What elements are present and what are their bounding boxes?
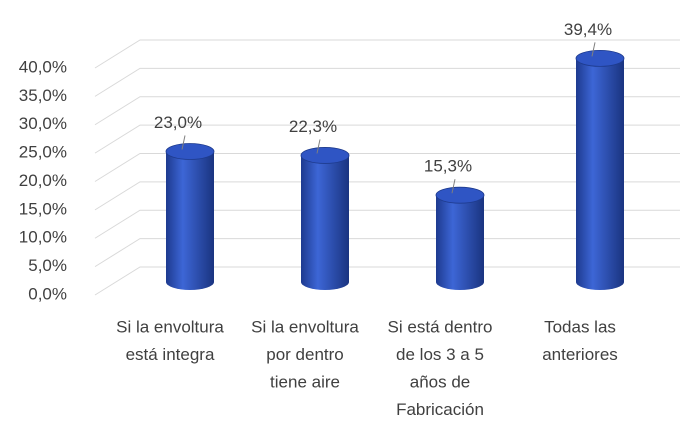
value-label: 23,0% — [154, 113, 202, 132]
x-tick-label: Todas las — [544, 317, 616, 336]
bar — [435, 186, 485, 290]
grid-line — [94, 181, 680, 211]
x-tick-label: Si la envoltura — [251, 317, 359, 336]
bar-body — [166, 151, 214, 290]
bar-top — [435, 186, 485, 204]
x-tick-label: Fabricación — [396, 400, 484, 419]
x-tick-label: por dentro — [266, 345, 344, 364]
grid-line — [94, 96, 680, 126]
y-tick-label: 15,0% — [19, 199, 67, 218]
bar — [575, 50, 625, 290]
y-tick-label: 30,0% — [19, 114, 67, 133]
y-tick-label: 25,0% — [19, 143, 67, 162]
y-tick-label: 0,0% — [28, 284, 67, 303]
value-label: 15,3% — [424, 157, 472, 176]
x-tick-label: Si la envoltura — [116, 317, 224, 336]
y-tick-label: 20,0% — [19, 171, 67, 190]
x-tick-label: tiene aire — [270, 372, 340, 391]
bar-top — [165, 143, 215, 160]
bar — [165, 143, 215, 290]
grid-line — [94, 67, 680, 97]
bar-top — [300, 147, 350, 164]
value-label: 39,4% — [564, 20, 612, 39]
bar-top — [575, 50, 625, 67]
leader-line — [591, 42, 596, 57]
grid-line — [94, 266, 680, 296]
bar-body — [436, 195, 484, 290]
y-tick-label: 40,0% — [19, 57, 67, 76]
leader-line — [451, 179, 456, 194]
x-tick-label: Si está dentro — [388, 317, 493, 336]
x-tick-label: anteriores — [542, 345, 618, 364]
grid-line — [94, 238, 680, 268]
y-tick-label: 35,0% — [19, 86, 67, 105]
grid-line — [94, 153, 680, 182]
grid-line — [94, 124, 680, 154]
x-tick-label: de los 3 a 5 — [396, 345, 484, 364]
bar — [300, 147, 350, 290]
leader-line — [181, 135, 186, 150]
bar-body — [301, 155, 349, 290]
y-tick-label: 10,0% — [19, 228, 67, 247]
leader-line — [316, 139, 321, 154]
bar-body — [576, 58, 624, 290]
y-tick-label: 5,0% — [28, 256, 67, 275]
x-tick-label: años de — [410, 372, 471, 391]
value-label: 22,3% — [289, 117, 337, 136]
grid-line — [94, 209, 680, 239]
grid-line — [94, 39, 680, 69]
x-tick-label: está integra — [126, 345, 215, 364]
